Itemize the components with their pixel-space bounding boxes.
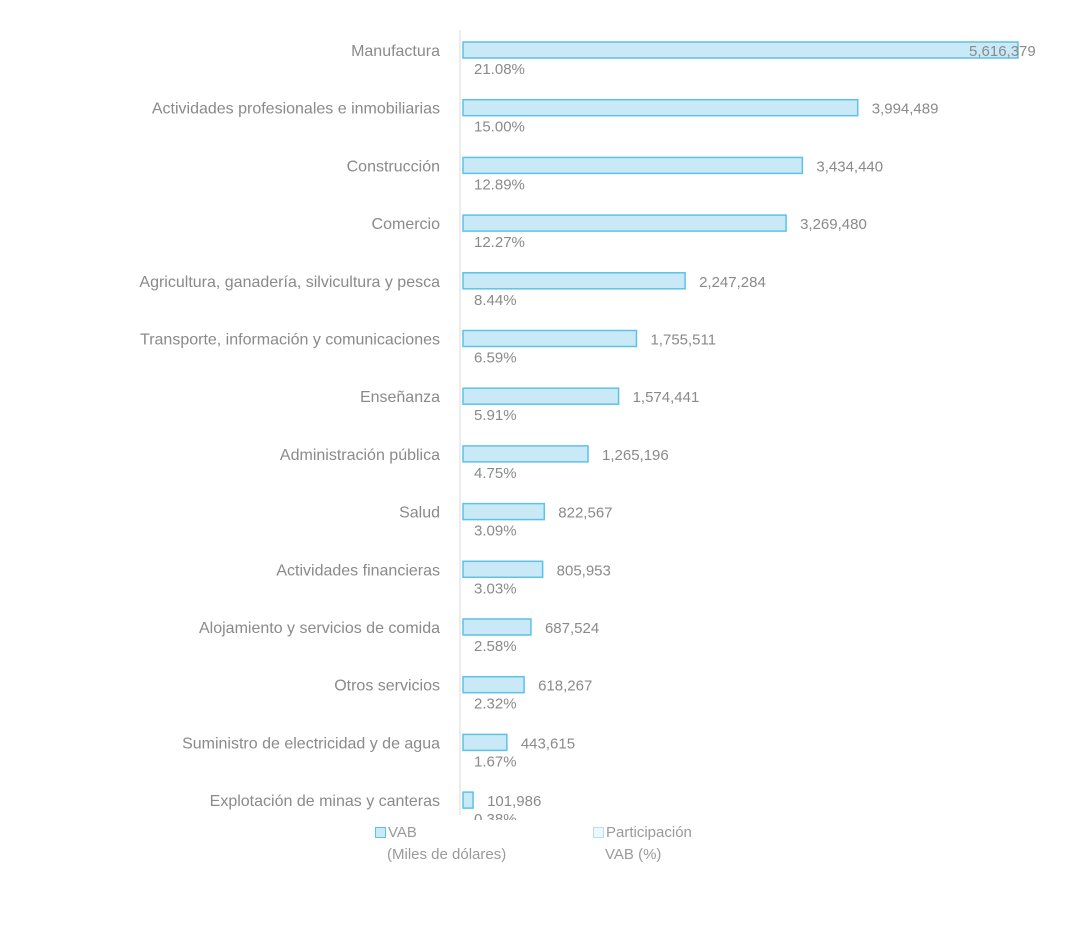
legend-item-participacion: Participación VAB (%): [593, 822, 692, 866]
category-label: Manufactura: [351, 43, 440, 60]
data-label-participacion: 1.67%: [474, 753, 517, 770]
bar-vab: [462, 41, 1019, 59]
data-label-vab: 101,986: [487, 793, 541, 810]
category-label: Actividades profesionales e inmobiliaria…: [152, 101, 440, 118]
data-label-vab: 2,247,284: [699, 274, 766, 291]
data-label-vab: 1,265,196: [602, 447, 669, 464]
data-label-vab: 3,269,480: [800, 216, 867, 233]
category-label: Salud: [399, 505, 440, 522]
data-label-vab: 1,755,511: [650, 332, 716, 349]
legend-swatch-participacion: [593, 827, 604, 838]
data-label-vab: 618,267: [538, 678, 592, 695]
category-label: Construcción: [347, 158, 440, 175]
bar-vab: [462, 618, 532, 636]
data-label-participacion: 5.91%: [474, 407, 517, 424]
bar-vab: [462, 675, 525, 694]
bar-vab: [462, 791, 474, 809]
data-label-vab: 687,524: [545, 620, 599, 637]
data-label-participacion: 8.44%: [474, 292, 517, 309]
category-label: Agricultura, ganadería, silvicultura y p…: [139, 274, 440, 291]
data-label-vab: 3,434,440: [816, 158, 883, 175]
data-label-participacion: 21.08%: [474, 61, 525, 78]
legend-sublabel-participacion: VAB (%): [605, 846, 662, 863]
data-label-participacion: 2.32%: [474, 696, 517, 713]
bar-vab: [462, 214, 787, 232]
data-label-participacion: 4.75%: [474, 465, 517, 482]
bar-vab: [462, 733, 508, 752]
category-label: Administración pública: [280, 447, 440, 464]
bar-vab: [462, 98, 859, 117]
bar-vab: [462, 156, 804, 175]
legend-sublabel-vab: (Miles de dólares): [387, 846, 507, 863]
data-label-vab: 443,615: [521, 735, 575, 752]
category-label: Enseñanza: [360, 389, 440, 406]
bar-vab: [462, 445, 589, 463]
data-label-participacion: 0.38%: [474, 811, 517, 820]
data-label-participacion: 6.59%: [474, 350, 517, 367]
bar-vab: [462, 272, 686, 290]
category-label: Comercio: [372, 216, 441, 233]
data-label-vab: 805,953: [557, 562, 611, 579]
bar-vab: [462, 502, 546, 521]
data-label-participacion: 3.03%: [474, 580, 517, 597]
legend-item-vab: VAB (Miles de dólares): [375, 822, 506, 866]
bar-vab: [462, 329, 638, 348]
data-label-participacion: 3.09%: [474, 523, 517, 540]
data-label-vab: 3,994,489: [872, 101, 939, 118]
legend-label-vab: VAB: [388, 824, 417, 841]
category-label: Explotación de minas y canteras: [210, 793, 440, 810]
category-label: Suministro de electricidad y de agua: [182, 735, 440, 752]
data-label-participacion: 12.89%: [474, 176, 525, 193]
bar-chart: Manufactura 5,616,379 21.08% Actividades pr…: [139, 30, 1036, 820]
data-label-vab: 822,567: [558, 505, 612, 522]
legend: VAB (Miles de dólares) Participación VAB…: [0, 822, 1070, 932]
bar-vab: [462, 387, 620, 405]
legend-label-participacion: Participación: [606, 824, 692, 841]
data-label-participacion: 2.58%: [474, 638, 517, 655]
data-label-participacion: 15.00%: [474, 119, 525, 136]
data-label-participacion: 12.27%: [474, 234, 525, 251]
data-label-vab: 1,574,441: [633, 389, 700, 406]
bar-vab: [462, 560, 544, 579]
data-label-vab: 5,616,379: [969, 43, 1036, 60]
legend-swatch-vab: [375, 827, 386, 838]
category-label: Actividades financieras: [276, 562, 440, 579]
category-label: Alojamiento y servicios de comida: [199, 620, 440, 637]
category-label: Otros servicios: [334, 678, 440, 695]
category-label: Transporte, información y comunicaciones: [140, 332, 440, 349]
